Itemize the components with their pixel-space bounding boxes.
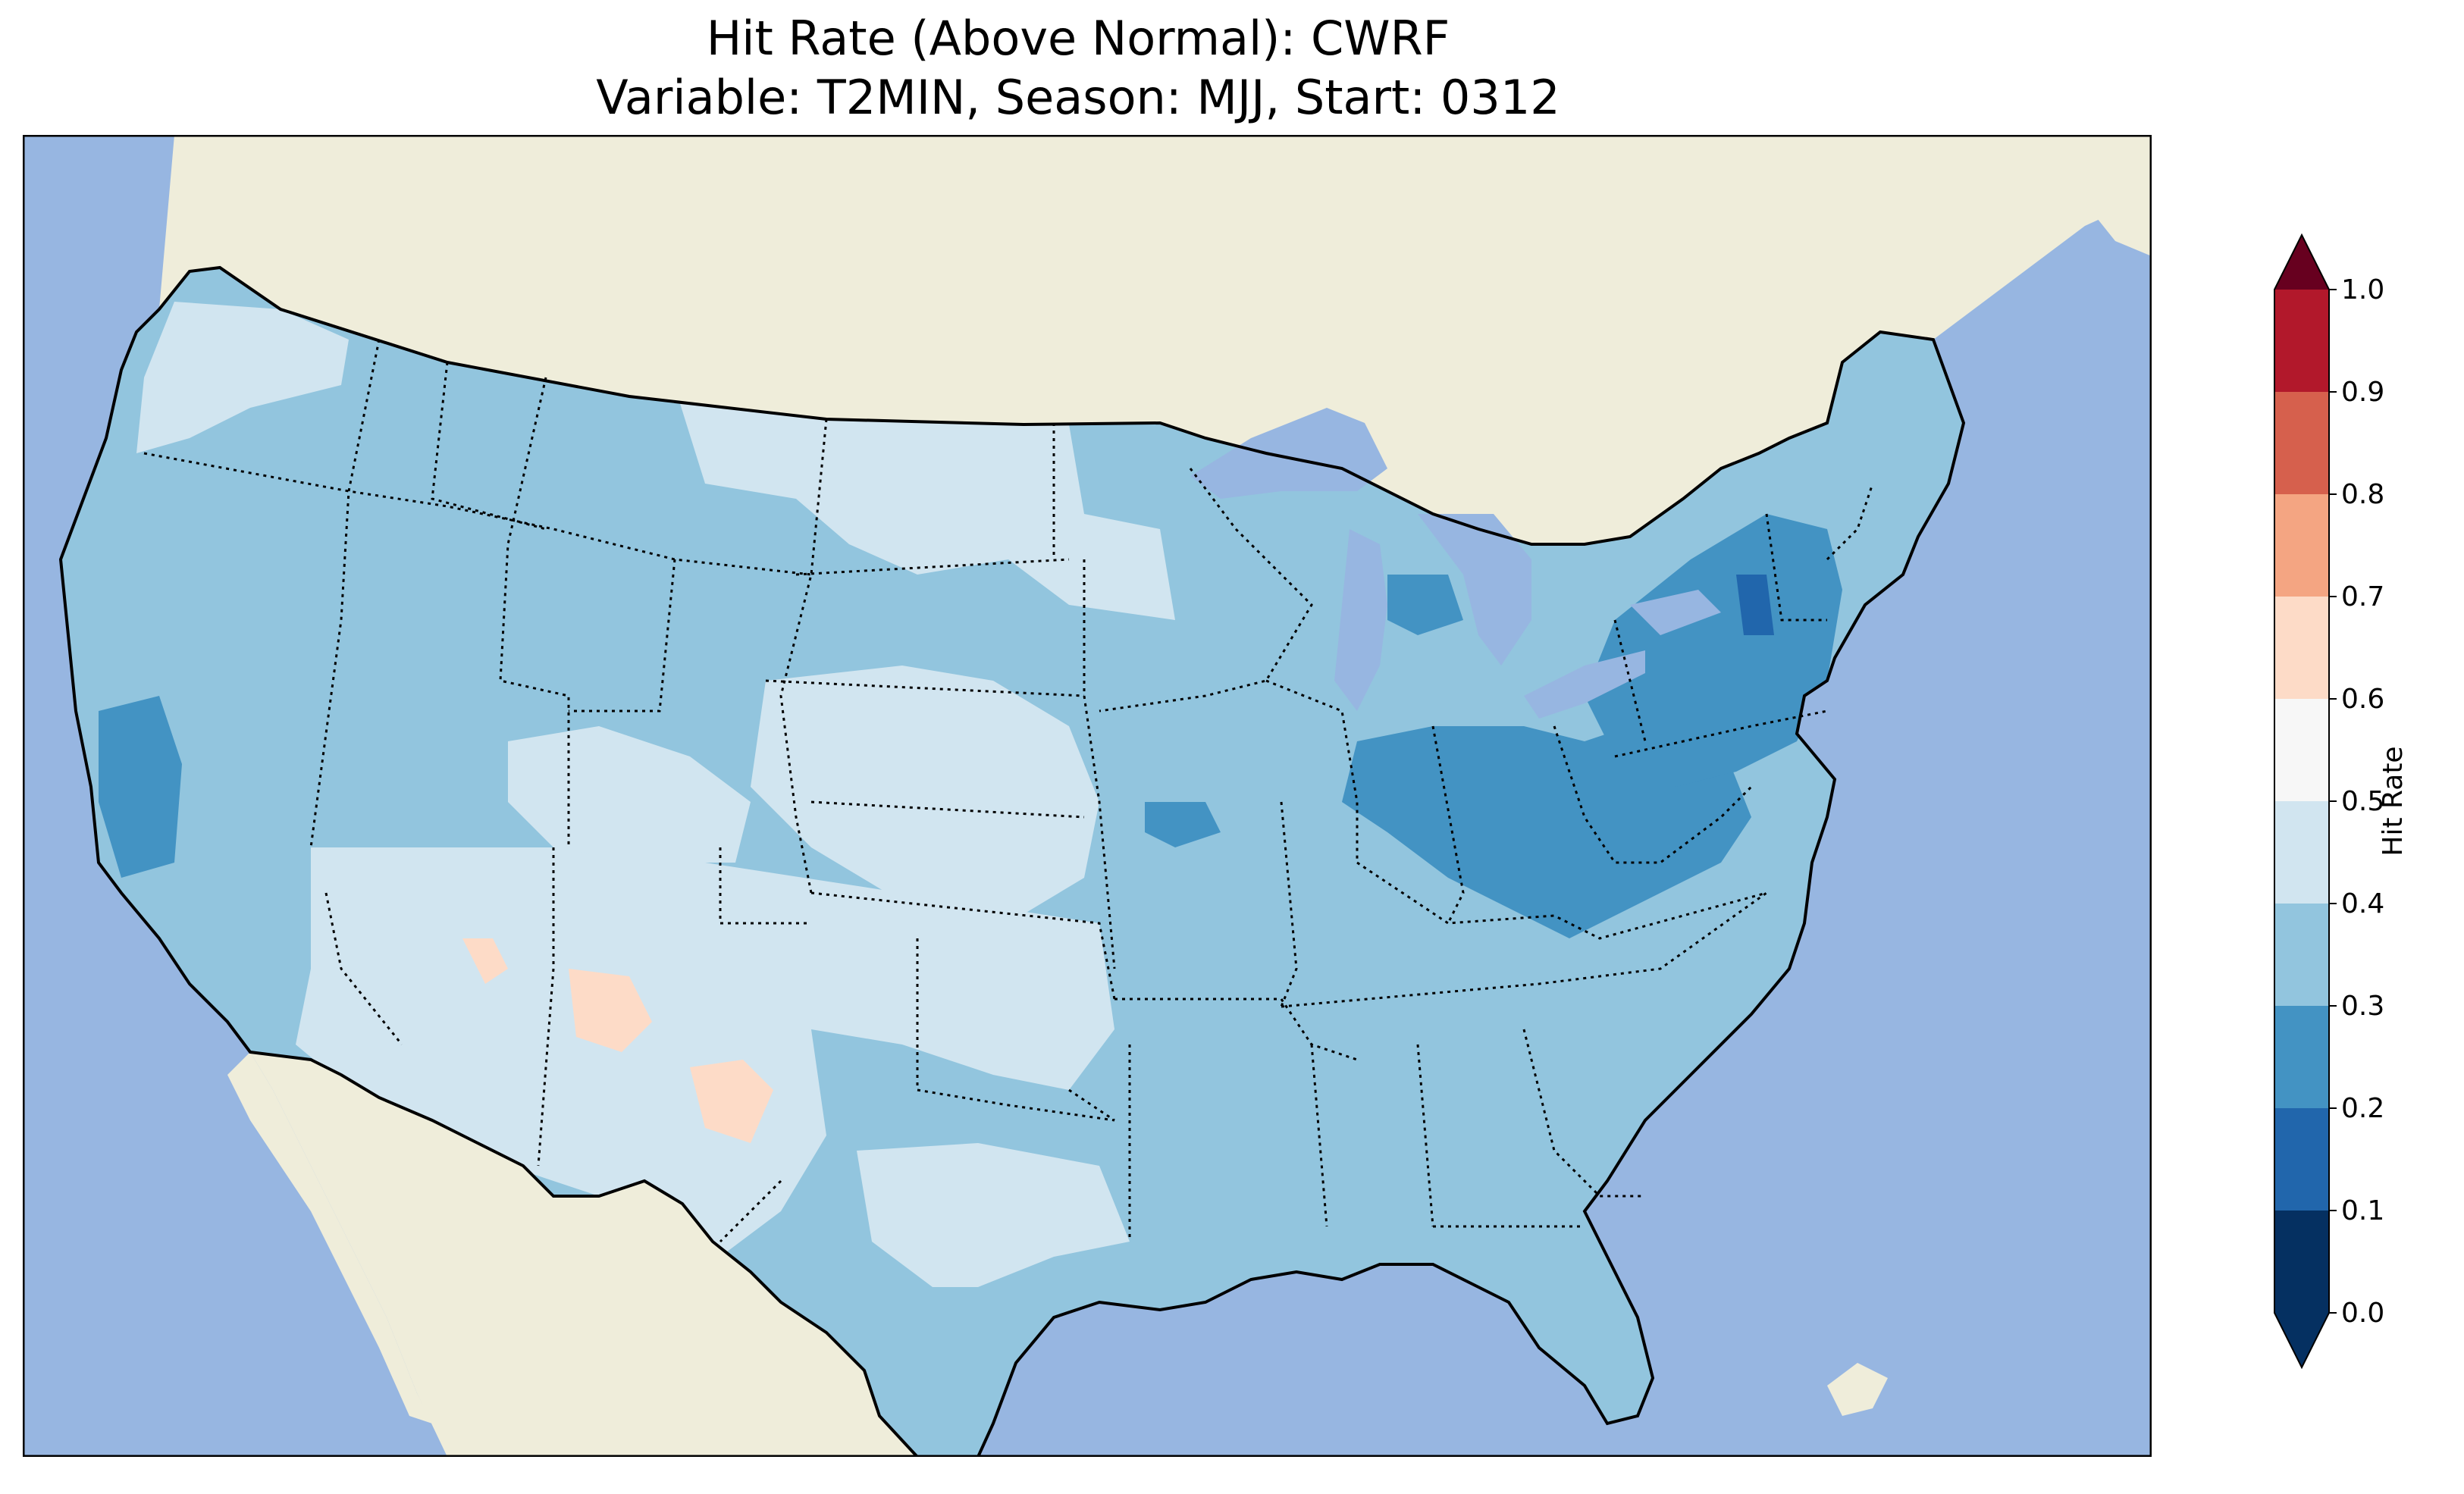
lake-erie bbox=[1524, 650, 1645, 719]
lake-ontario bbox=[1630, 590, 1721, 635]
colorbar-tick-label: 0.3 bbox=[2341, 991, 2384, 1022]
colorbar-bin-0.0-0.1 bbox=[2274, 1211, 2329, 1313]
colorbar-tick-label: 0.8 bbox=[2341, 479, 2384, 510]
colorbar: 0.0 0.1 0.2 0.3 0.4 0.5 0.6 0.7 0.8 0.9 1.0 Hit Ra… bbox=[2274, 233, 2409, 1370]
colorbar-label: Hit Rate bbox=[2378, 746, 2409, 856]
colorbar-bin-0.7-0.8 bbox=[2274, 494, 2329, 597]
baja-land bbox=[227, 1052, 432, 1424]
colorbar-bin-0.2-0.3 bbox=[2274, 1006, 2329, 1108]
colorbar-tick-label: 0.9 bbox=[2341, 377, 2384, 408]
colorbar-bin-0.3-0.4 bbox=[2274, 904, 2329, 1006]
region-michigan bbox=[1387, 575, 1463, 635]
region-southwest-patch-1 bbox=[569, 969, 652, 1052]
colorbar-bin-0.4-0.5 bbox=[2274, 801, 2329, 904]
colorbar-tick-label: 0.6 bbox=[2341, 684, 2384, 715]
state-borders bbox=[143, 339, 1874, 1243]
lake-huron bbox=[1418, 514, 1531, 666]
colorbar-tick-label: 0.4 bbox=[2341, 888, 2384, 919]
colorbar-bin-0.8-0.9 bbox=[2274, 392, 2329, 494]
hit-rate-map bbox=[23, 135, 2152, 1457]
colorbar-ticks: 0.0 0.1 0.2 0.3 0.4 0.5 0.6 0.7 0.8 0.9 1.0 bbox=[2329, 274, 2384, 1329]
lake-superior bbox=[1190, 408, 1387, 499]
mexico-land bbox=[250, 1052, 917, 1457]
colorbar-bin-0.9-1.0 bbox=[2274, 290, 2329, 392]
canada-land bbox=[159, 135, 2152, 544]
chart-title-line-1: Hit Rate (Above Normal): CWRF bbox=[706, 11, 1450, 66]
region-southwest-patch-3 bbox=[462, 938, 508, 984]
region-missouri bbox=[1145, 802, 1221, 847]
great-lakes bbox=[1190, 408, 1721, 719]
region-southwest-patch-2 bbox=[690, 1060, 773, 1143]
colorbar-tick-label: 0.1 bbox=[2341, 1195, 2384, 1226]
region-south-texas bbox=[857, 1143, 1130, 1287]
colorbar-segments bbox=[2274, 290, 2329, 1313]
colorbar-tick-label: 0.5 bbox=[2341, 786, 2384, 817]
colorbar-under-extend bbox=[2274, 1313, 2329, 1367]
colorbar-tick-label: 0.7 bbox=[2341, 581, 2384, 612]
chart-title-line-2: Variable: T2MIN, Season: MJJ, Start: 031… bbox=[596, 70, 1560, 125]
cuba-land bbox=[1827, 1363, 1888, 1416]
colorbar-bin-0.6-0.7 bbox=[2274, 597, 2329, 699]
lake-michigan bbox=[1334, 529, 1387, 711]
colorbar-tick-label: 0.2 bbox=[2341, 1093, 2384, 1124]
region-california bbox=[99, 696, 182, 878]
colorbar-bin-0.1-0.2 bbox=[2274, 1108, 2329, 1211]
colorbar-over-extend bbox=[2274, 235, 2329, 290]
region-northeast bbox=[1585, 514, 1842, 787]
colorbar-tick-label: 0.0 bbox=[2341, 1298, 2384, 1329]
region-western-new-york bbox=[1736, 575, 1774, 635]
map-frame bbox=[23, 135, 2152, 1457]
colorbar-bin-0.5-0.6 bbox=[2274, 699, 2329, 801]
colorbar-tick-label: 1.0 bbox=[2341, 274, 2384, 305]
region-northern-plains bbox=[667, 362, 1175, 620]
region-pacific-northwest bbox=[136, 302, 349, 453]
region-central-plains bbox=[751, 666, 1099, 923]
